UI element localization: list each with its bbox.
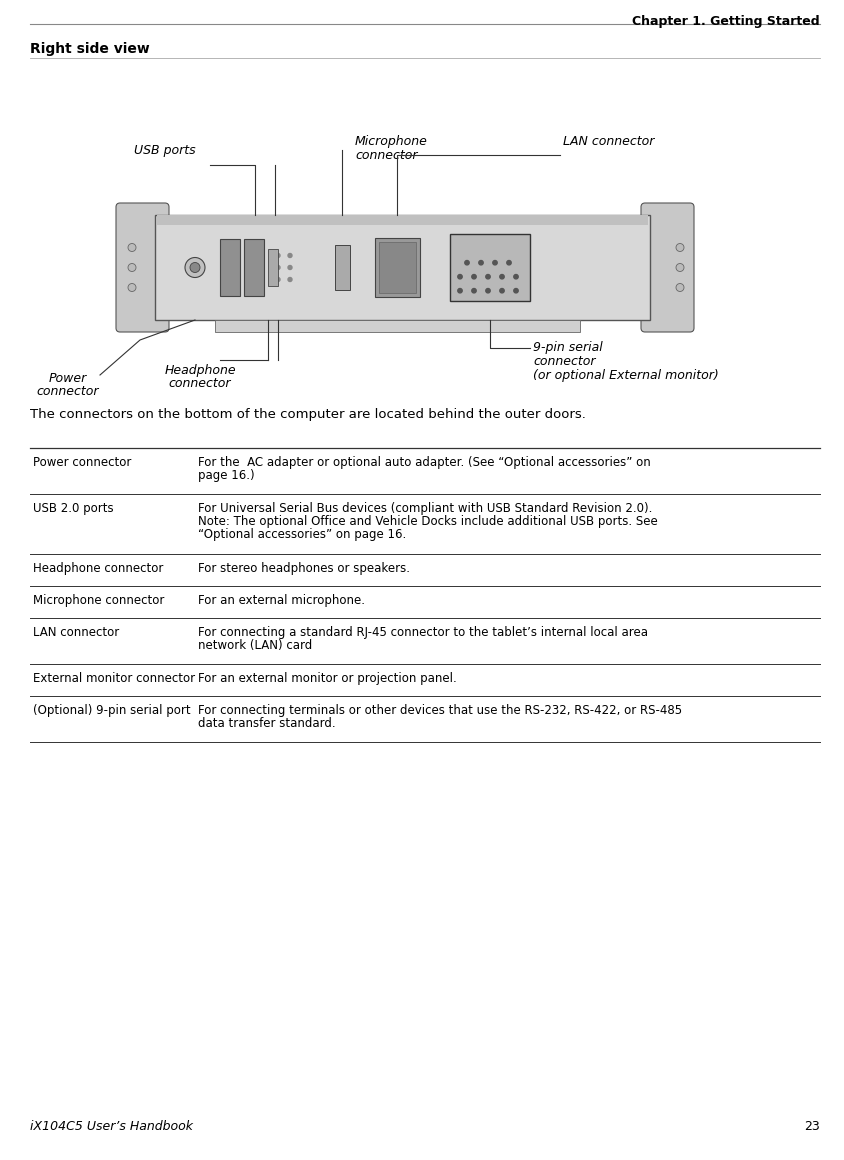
Text: “Optional accessories” on page 16.: “Optional accessories” on page 16. xyxy=(198,528,406,541)
Text: USB 2.0 ports: USB 2.0 ports xyxy=(33,502,114,515)
Bar xyxy=(220,239,240,296)
Text: iX104C5 User’s Handbook: iX104C5 User’s Handbook xyxy=(30,1121,193,1133)
Text: For an external monitor or projection panel.: For an external monitor or projection pa… xyxy=(198,672,457,686)
Circle shape xyxy=(276,266,280,269)
Bar xyxy=(450,234,530,300)
Circle shape xyxy=(128,244,136,252)
Circle shape xyxy=(676,263,684,271)
Text: 23: 23 xyxy=(804,1121,820,1133)
Bar xyxy=(268,249,278,285)
Bar xyxy=(244,239,264,296)
Bar xyxy=(335,245,350,290)
Text: 9-pin serial: 9-pin serial xyxy=(533,341,603,354)
Circle shape xyxy=(128,263,136,271)
FancyBboxPatch shape xyxy=(116,203,169,332)
Text: USB ports: USB ports xyxy=(134,144,196,157)
Text: Chapter 1. Getting Started: Chapter 1. Getting Started xyxy=(632,15,820,28)
Circle shape xyxy=(472,275,476,278)
Text: Right side view: Right side view xyxy=(30,42,149,56)
Text: LAN connector: LAN connector xyxy=(33,626,119,639)
Circle shape xyxy=(514,275,518,278)
Circle shape xyxy=(506,261,511,264)
Circle shape xyxy=(486,275,490,278)
Text: (or optional External monitor): (or optional External monitor) xyxy=(533,369,719,382)
Circle shape xyxy=(288,254,292,258)
Text: For an external microphone.: For an external microphone. xyxy=(198,594,365,607)
Text: connector: connector xyxy=(169,377,231,390)
Text: network (LAN) card: network (LAN) card xyxy=(198,639,312,652)
Text: Headphone: Headphone xyxy=(165,364,235,377)
Circle shape xyxy=(493,261,497,264)
Circle shape xyxy=(288,266,292,269)
Text: Microphone: Microphone xyxy=(355,135,428,148)
Text: connector: connector xyxy=(533,355,596,368)
Circle shape xyxy=(128,283,136,291)
Text: Power: Power xyxy=(49,372,87,385)
Text: data transfer standard.: data transfer standard. xyxy=(198,717,336,730)
Text: connector: connector xyxy=(355,148,418,162)
Text: For connecting a standard RJ-45 connector to the tablet’s internal local area: For connecting a standard RJ-45 connecto… xyxy=(198,626,648,639)
Circle shape xyxy=(276,277,280,282)
FancyBboxPatch shape xyxy=(641,203,694,332)
Circle shape xyxy=(190,262,200,273)
Text: connector: connector xyxy=(37,385,100,398)
Text: For stereo headphones or speakers.: For stereo headphones or speakers. xyxy=(198,561,410,575)
Circle shape xyxy=(465,261,469,264)
Text: For connecting terminals or other devices that use the RS-232, RS-422, or RS-485: For connecting terminals or other device… xyxy=(198,704,682,717)
Bar xyxy=(379,242,416,292)
Circle shape xyxy=(479,261,484,264)
Bar xyxy=(215,320,580,332)
Circle shape xyxy=(288,277,292,282)
Text: External monitor connector: External monitor connector xyxy=(33,672,195,686)
Text: LAN connector: LAN connector xyxy=(563,135,654,148)
Circle shape xyxy=(457,289,463,293)
Circle shape xyxy=(276,254,280,258)
Text: For the  AC adapter or optional auto adapter. (See “Optional accessories” on: For the AC adapter or optional auto adap… xyxy=(198,456,651,469)
Circle shape xyxy=(676,244,684,252)
Text: page 16.): page 16.) xyxy=(198,469,255,483)
Circle shape xyxy=(514,289,518,293)
Text: For Universal Serial Bus devices (compliant with USB Standard Revision 2.0).: For Universal Serial Bus devices (compli… xyxy=(198,502,652,515)
Circle shape xyxy=(457,275,463,278)
Text: (Optional) 9-pin serial port: (Optional) 9-pin serial port xyxy=(33,704,191,717)
Text: Power connector: Power connector xyxy=(33,456,132,469)
Bar xyxy=(155,215,650,320)
Text: Note: The optional Office and Vehicle Docks include additional USB ports. See: Note: The optional Office and Vehicle Do… xyxy=(198,515,657,528)
Circle shape xyxy=(500,275,504,278)
Circle shape xyxy=(185,258,205,277)
Circle shape xyxy=(486,289,490,293)
Bar xyxy=(375,238,420,297)
Text: The connectors on the bottom of the computer are located behind the outer doors.: The connectors on the bottom of the comp… xyxy=(30,408,586,421)
Bar xyxy=(157,215,648,225)
Text: Microphone connector: Microphone connector xyxy=(33,594,165,607)
Circle shape xyxy=(500,289,504,293)
Circle shape xyxy=(472,289,476,293)
Circle shape xyxy=(676,283,684,291)
Text: Headphone connector: Headphone connector xyxy=(33,561,164,575)
